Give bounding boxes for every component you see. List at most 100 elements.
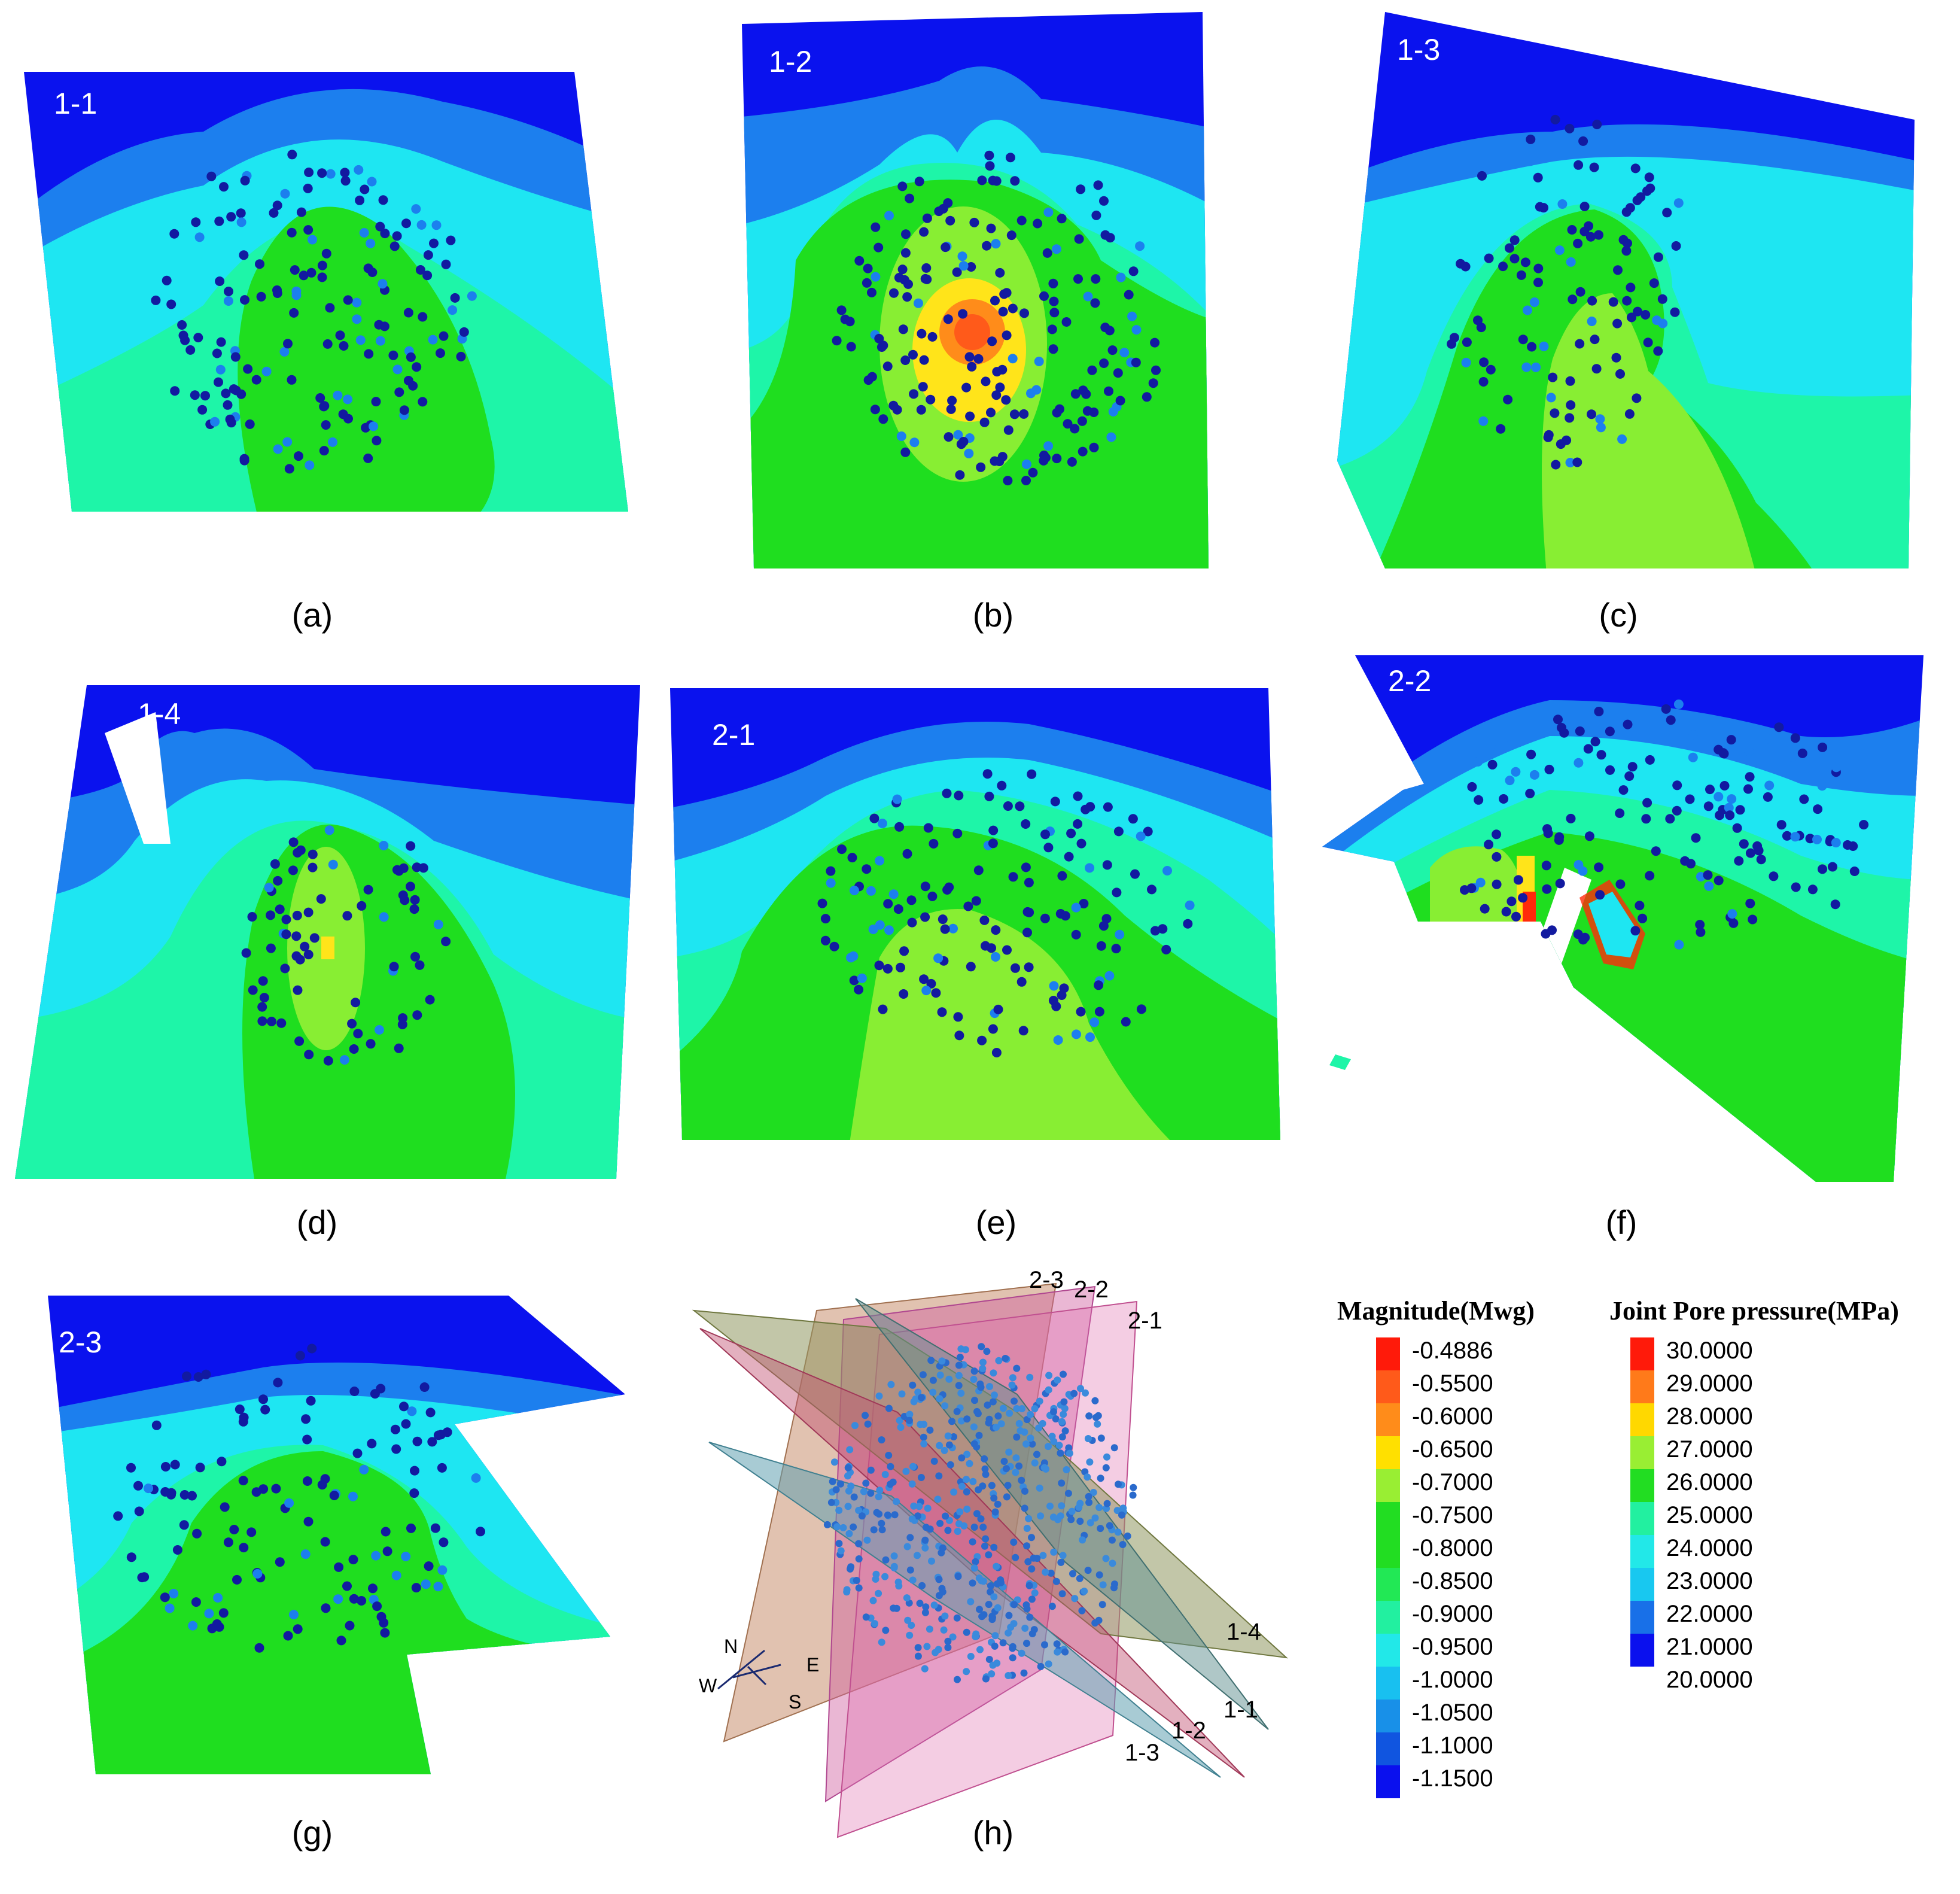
event-dot — [375, 1025, 384, 1035]
event-dot — [302, 1434, 312, 1445]
event-dot — [1005, 1612, 1013, 1619]
event-dot — [1013, 1364, 1021, 1372]
event-dot — [1094, 1412, 1102, 1419]
event-dot — [900, 355, 911, 365]
event-dot — [972, 1558, 979, 1565]
event-dot — [232, 1574, 242, 1585]
event-dot — [870, 405, 880, 415]
event-dot — [982, 1535, 990, 1543]
event-dot — [1104, 386, 1113, 396]
event-dot — [845, 317, 855, 327]
event-dot — [342, 1581, 352, 1591]
event-dot — [170, 386, 180, 396]
fault-plane-3d-view: 2-3 2-2 2-1 1-4 1-1 1-2 1-3 N E S W — [692, 1267, 1289, 1838]
event-dot — [317, 272, 327, 282]
event-dot — [177, 320, 187, 330]
legend-swatch — [1376, 1436, 1400, 1469]
event-dot — [378, 195, 388, 205]
event-dot — [929, 838, 939, 849]
event-dot — [984, 1402, 991, 1409]
event-dot — [914, 298, 923, 308]
event-dot — [1021, 1487, 1028, 1495]
event-dot — [424, 1561, 434, 1571]
event-dot — [1611, 352, 1621, 363]
event-dot — [1635, 901, 1645, 911]
event-dot — [939, 1588, 946, 1596]
event-dot — [406, 881, 415, 892]
event-dot — [903, 279, 913, 289]
event-dot — [1596, 750, 1606, 760]
event-dot — [921, 1544, 929, 1552]
event-dot — [360, 184, 370, 194]
event-dot — [1608, 297, 1618, 307]
event-dot — [1627, 762, 1638, 772]
event-dot — [971, 1397, 978, 1404]
event-dot — [940, 924, 950, 934]
event-dot — [1518, 335, 1528, 345]
event-dot — [953, 430, 963, 440]
event-dot — [379, 1618, 389, 1628]
event-dot — [369, 421, 379, 431]
event-dot — [1484, 840, 1494, 850]
event-dot — [412, 862, 422, 872]
event-dot — [1680, 856, 1690, 866]
event-dot — [970, 1367, 978, 1375]
event-dot — [1008, 303, 1018, 314]
event-dot — [832, 336, 842, 346]
event-dot — [279, 346, 290, 357]
event-dot — [973, 1510, 981, 1518]
event-dot — [1085, 1498, 1093, 1506]
event-dot — [366, 238, 376, 248]
event-dot — [374, 320, 384, 330]
event-dot — [1813, 804, 1823, 814]
event-dot — [1573, 929, 1583, 940]
event-dot — [995, 1357, 1003, 1364]
event-dot — [967, 361, 977, 372]
event-dot — [284, 464, 294, 474]
event-dot — [1021, 819, 1031, 829]
event-dot — [1474, 795, 1484, 805]
event-dot — [990, 1593, 998, 1601]
event-dot — [391, 1570, 401, 1580]
event-dot — [433, 919, 443, 929]
event-dot — [1057, 214, 1067, 224]
event-dot — [1525, 789, 1535, 798]
event-dot — [381, 1527, 391, 1537]
event-dot — [407, 1406, 417, 1416]
event-dot — [418, 312, 428, 322]
event-dot — [1037, 1662, 1045, 1670]
event-dot — [1003, 1493, 1011, 1501]
event-dot — [895, 1582, 903, 1590]
event-dot — [862, 1479, 870, 1487]
event-dot — [1505, 243, 1514, 253]
caption-c: (c) — [1599, 596, 1638, 634]
event-dot — [971, 896, 981, 906]
event-dot — [1048, 996, 1058, 1005]
event-dot — [1046, 1502, 1054, 1510]
event-dot — [1487, 759, 1498, 770]
event-dot — [1013, 1404, 1021, 1412]
event-dot — [1004, 1482, 1012, 1489]
event-dot — [403, 308, 413, 318]
contour-plot-1-1: 1-1 — [24, 72, 628, 512]
event-dot — [1486, 364, 1496, 375]
event-dot — [874, 242, 884, 253]
event-dot — [1095, 1504, 1103, 1512]
event-dot — [1061, 1427, 1069, 1435]
event-dot — [1574, 758, 1584, 768]
event-dot — [1039, 291, 1049, 301]
event-dot — [826, 866, 836, 876]
event-dot — [273, 444, 283, 454]
event-dot — [290, 265, 300, 275]
event-dot — [1031, 385, 1042, 395]
event-dot — [1541, 929, 1551, 939]
event-dot — [985, 161, 995, 171]
event-dot — [903, 1594, 911, 1602]
event-dot — [1021, 459, 1031, 469]
event-dot — [190, 390, 200, 400]
legend-value: 20.0000 — [1666, 1667, 1753, 1693]
event-dot — [258, 1394, 268, 1404]
contour-plot-2-3: 2-3 — [48, 1296, 625, 1774]
event-dot — [1023, 1525, 1031, 1532]
event-dot — [867, 372, 877, 382]
